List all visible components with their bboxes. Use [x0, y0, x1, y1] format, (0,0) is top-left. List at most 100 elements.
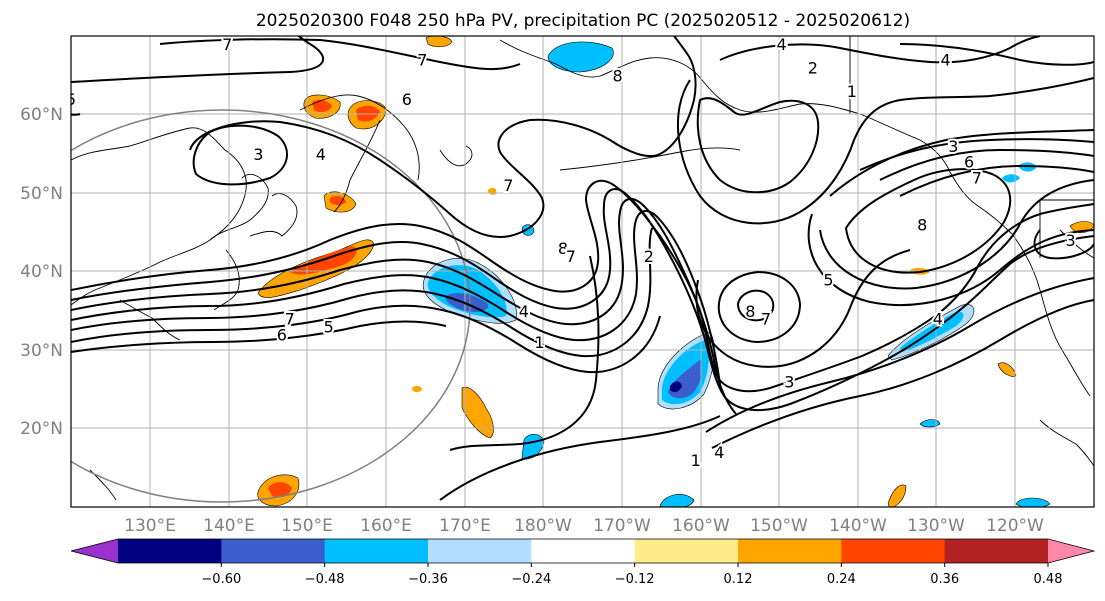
precip-anomaly — [268, 482, 292, 498]
pv-contour-label: 7 — [503, 176, 513, 195]
pv-contour-label: 7 — [566, 247, 576, 266]
colorbar-extend-high — [1048, 539, 1094, 563]
pv-contour — [192, 124, 288, 186]
pv-contour-label: 4 — [714, 443, 724, 462]
pv-contour — [696, 97, 820, 194]
pv-contour-label: 2 — [808, 58, 818, 77]
pv-contour-label: 7 — [972, 168, 982, 187]
pv-contour — [829, 129, 1094, 197]
colorbar-ticks: −0.60 −0.48 −0.36 −0.24 −0.12 0.12 0.24 0.36 0.4… — [201, 563, 1062, 587]
colorbar-tick-label: 0.36 — [930, 572, 959, 587]
x-tick-label: 160°E — [360, 516, 412, 536]
colorbar-bin — [428, 539, 532, 563]
y-tick-label: 30°N — [20, 341, 63, 361]
pv-contour-label: 3 — [784, 372, 794, 391]
colorbar-bin — [118, 539, 222, 563]
precip-anomaly — [547, 41, 614, 73]
pv-contour — [736, 289, 775, 322]
pv-contour-label: 1 — [847, 82, 857, 101]
pv-contour-label: 8 — [558, 239, 568, 258]
x-tick-label: 170°W — [593, 516, 651, 536]
pv-contour — [899, 164, 1094, 197]
pv-contour — [1033, 229, 1094, 260]
pv-contour — [439, 415, 721, 501]
precip-anomaly — [330, 195, 346, 205]
pv-contour-label: 8 — [613, 66, 623, 85]
pv-contour — [695, 249, 911, 368]
x-tick-label: 120°W — [986, 516, 1044, 536]
pv-contour-label: 7 — [285, 310, 295, 329]
pv-contour — [899, 43, 1094, 66]
pv-contours — [71, 36, 1094, 501]
coastline — [1011, 233, 1091, 397]
x-tick-label: 140°E — [203, 516, 255, 536]
pv-contour — [859, 138, 1094, 171]
pv-contour — [71, 210, 721, 385]
pv-contour-label: 7 — [761, 310, 771, 329]
colorbar-bin — [841, 539, 946, 563]
x-tick-label: 160°W — [672, 516, 730, 536]
pv-contour-label: 4 — [316, 145, 326, 164]
pv-contour-label: 4 — [777, 35, 787, 54]
pv-contour-label: 5 — [324, 317, 334, 336]
colorbar-tick-label: 0.12 — [724, 572, 753, 587]
pv-contour-label: 5 — [823, 270, 833, 289]
pv-contour — [71, 304, 661, 374]
pv-contour — [819, 179, 1094, 290]
x-tick-label: 130°E — [124, 516, 176, 536]
pv-contour-label: 2 — [644, 247, 654, 266]
colorbar-bin — [738, 539, 842, 563]
pv-contour — [71, 113, 81, 116]
coastline — [299, 94, 420, 181]
pv-contour-label: 8 — [917, 215, 927, 234]
precip-anomaly — [445, 293, 489, 312]
pv-contour — [717, 270, 802, 344]
precip-anomaly — [670, 381, 682, 393]
pv-contour — [844, 168, 1012, 274]
colorbar-tick-label: −0.12 — [615, 572, 655, 587]
pv-contour-label: 4 — [933, 310, 943, 329]
x-tick-label: 130°W — [907, 516, 965, 536]
pv-contour — [71, 320, 447, 353]
coastline — [119, 299, 181, 341]
colorbar-bin — [531, 539, 636, 563]
pv-contour — [71, 188, 1094, 412]
x-tick-label: 180°W — [514, 516, 572, 536]
colorbar-bin — [324, 539, 429, 563]
pv-contour-label: 7 — [222, 35, 232, 54]
coastline — [559, 147, 741, 171]
pv-contour — [879, 148, 1094, 181]
y-tick-label: 40°N — [20, 262, 63, 282]
coastline — [209, 174, 269, 241]
colorbar-tick-label: 0.24 — [827, 572, 856, 587]
colorbar — [70, 538, 1096, 564]
pv-contour-label: 4 — [519, 302, 529, 321]
pv-contour — [189, 36, 697, 238]
y-tick-label: 50°N — [20, 184, 63, 204]
coastline — [333, 119, 381, 213]
precip-anomaly — [312, 99, 332, 113]
pv-contour — [719, 36, 1041, 64]
x-tick-label: 140°W — [829, 516, 887, 536]
y-tick-label: 60°N — [20, 105, 63, 125]
colorbar-tick-label: −0.24 — [511, 572, 551, 587]
pv-contour-label: 3 — [1066, 231, 1076, 250]
pv-contour-label: 6 — [277, 325, 287, 344]
pv-contour-label: 5 — [66, 90, 76, 109]
pv-contour — [705, 277, 1094, 433]
pv-contour — [71, 197, 737, 415]
pv-contour-label: 6 — [402, 90, 412, 109]
coastline — [499, 39, 1013, 235]
coastline — [439, 145, 473, 167]
colorbar-tick-label: −0.36 — [408, 572, 448, 587]
colorbar-extend-low — [71, 539, 118, 563]
chart-title: 2025020300 F048 250 hPa PV, precipitatio… — [256, 11, 910, 31]
pv-contour-label: 3 — [253, 145, 263, 164]
colorbar-bin — [634, 539, 739, 563]
precip-anomaly — [659, 494, 695, 507]
pv-contour-label: 3 — [948, 137, 958, 156]
pv-contour-label: 1 — [534, 333, 544, 352]
